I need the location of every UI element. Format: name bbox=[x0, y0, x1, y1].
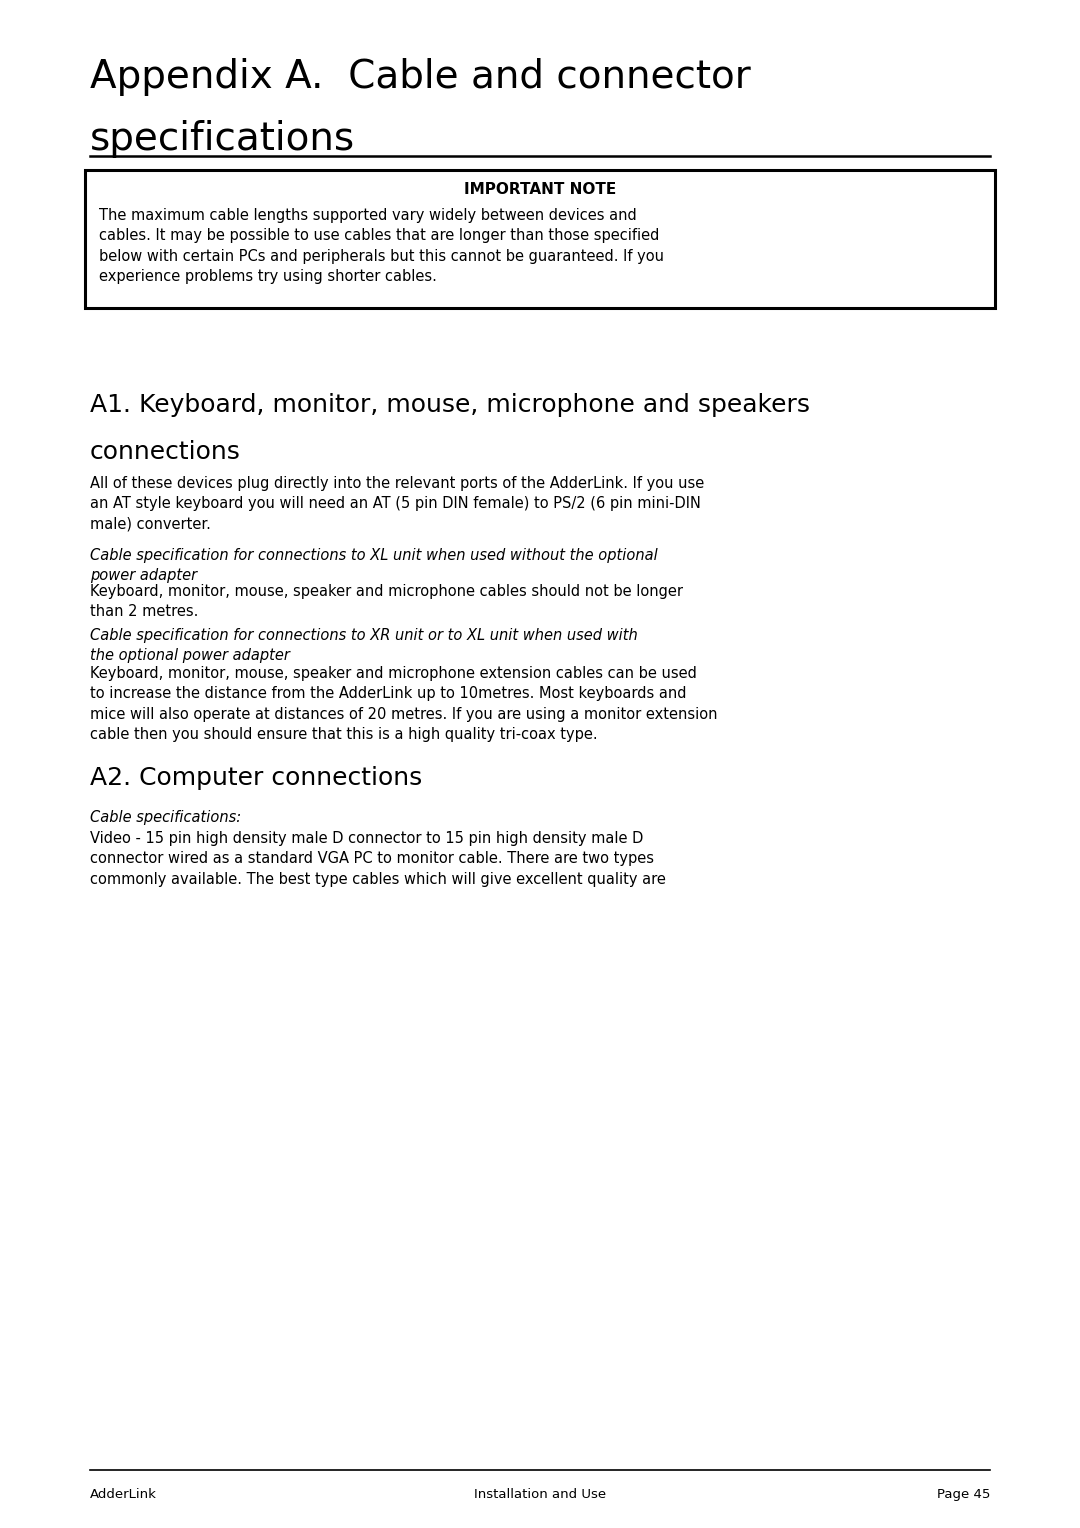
Text: Cable specification for connections to XR unit or to XL unit when used with
the : Cable specification for connections to X… bbox=[90, 628, 638, 663]
Text: A1. Keyboard, monitor, mouse, microphone and speakers: A1. Keyboard, monitor, mouse, microphone… bbox=[90, 393, 810, 417]
Text: Keyboard, monitor, mouse, speaker and microphone extension cables can be used
to: Keyboard, monitor, mouse, speaker and mi… bbox=[90, 666, 717, 743]
Text: Cable specifications:: Cable specifications: bbox=[90, 810, 241, 825]
Text: IMPORTANT NOTE: IMPORTANT NOTE bbox=[464, 182, 616, 197]
Text: Keyboard, monitor, mouse, speaker and microphone cables should not be longer
tha: Keyboard, monitor, mouse, speaker and mi… bbox=[90, 584, 683, 619]
Text: Video - 15 pin high density male D connector to 15 pin high density male D
conne: Video - 15 pin high density male D conne… bbox=[90, 831, 666, 886]
Text: A2. Computer connections: A2. Computer connections bbox=[90, 766, 422, 790]
Text: The maximum cable lengths supported vary widely between devices and
cables. It m: The maximum cable lengths supported vary… bbox=[99, 208, 664, 284]
Text: connections: connections bbox=[90, 440, 241, 465]
Text: specifications: specifications bbox=[90, 121, 355, 157]
Text: Page 45: Page 45 bbox=[936, 1488, 990, 1500]
Text: All of these devices plug directly into the relevant ports of the AdderLink. If : All of these devices plug directly into … bbox=[90, 477, 704, 532]
Text: Installation and Use: Installation and Use bbox=[474, 1488, 606, 1500]
Text: AdderLink: AdderLink bbox=[90, 1488, 157, 1500]
Text: Cable specification for connections to XL unit when used without the optional
po: Cable specification for connections to X… bbox=[90, 549, 658, 584]
FancyBboxPatch shape bbox=[85, 170, 995, 309]
Text: Appendix A.  Cable and connector: Appendix A. Cable and connector bbox=[90, 58, 751, 96]
